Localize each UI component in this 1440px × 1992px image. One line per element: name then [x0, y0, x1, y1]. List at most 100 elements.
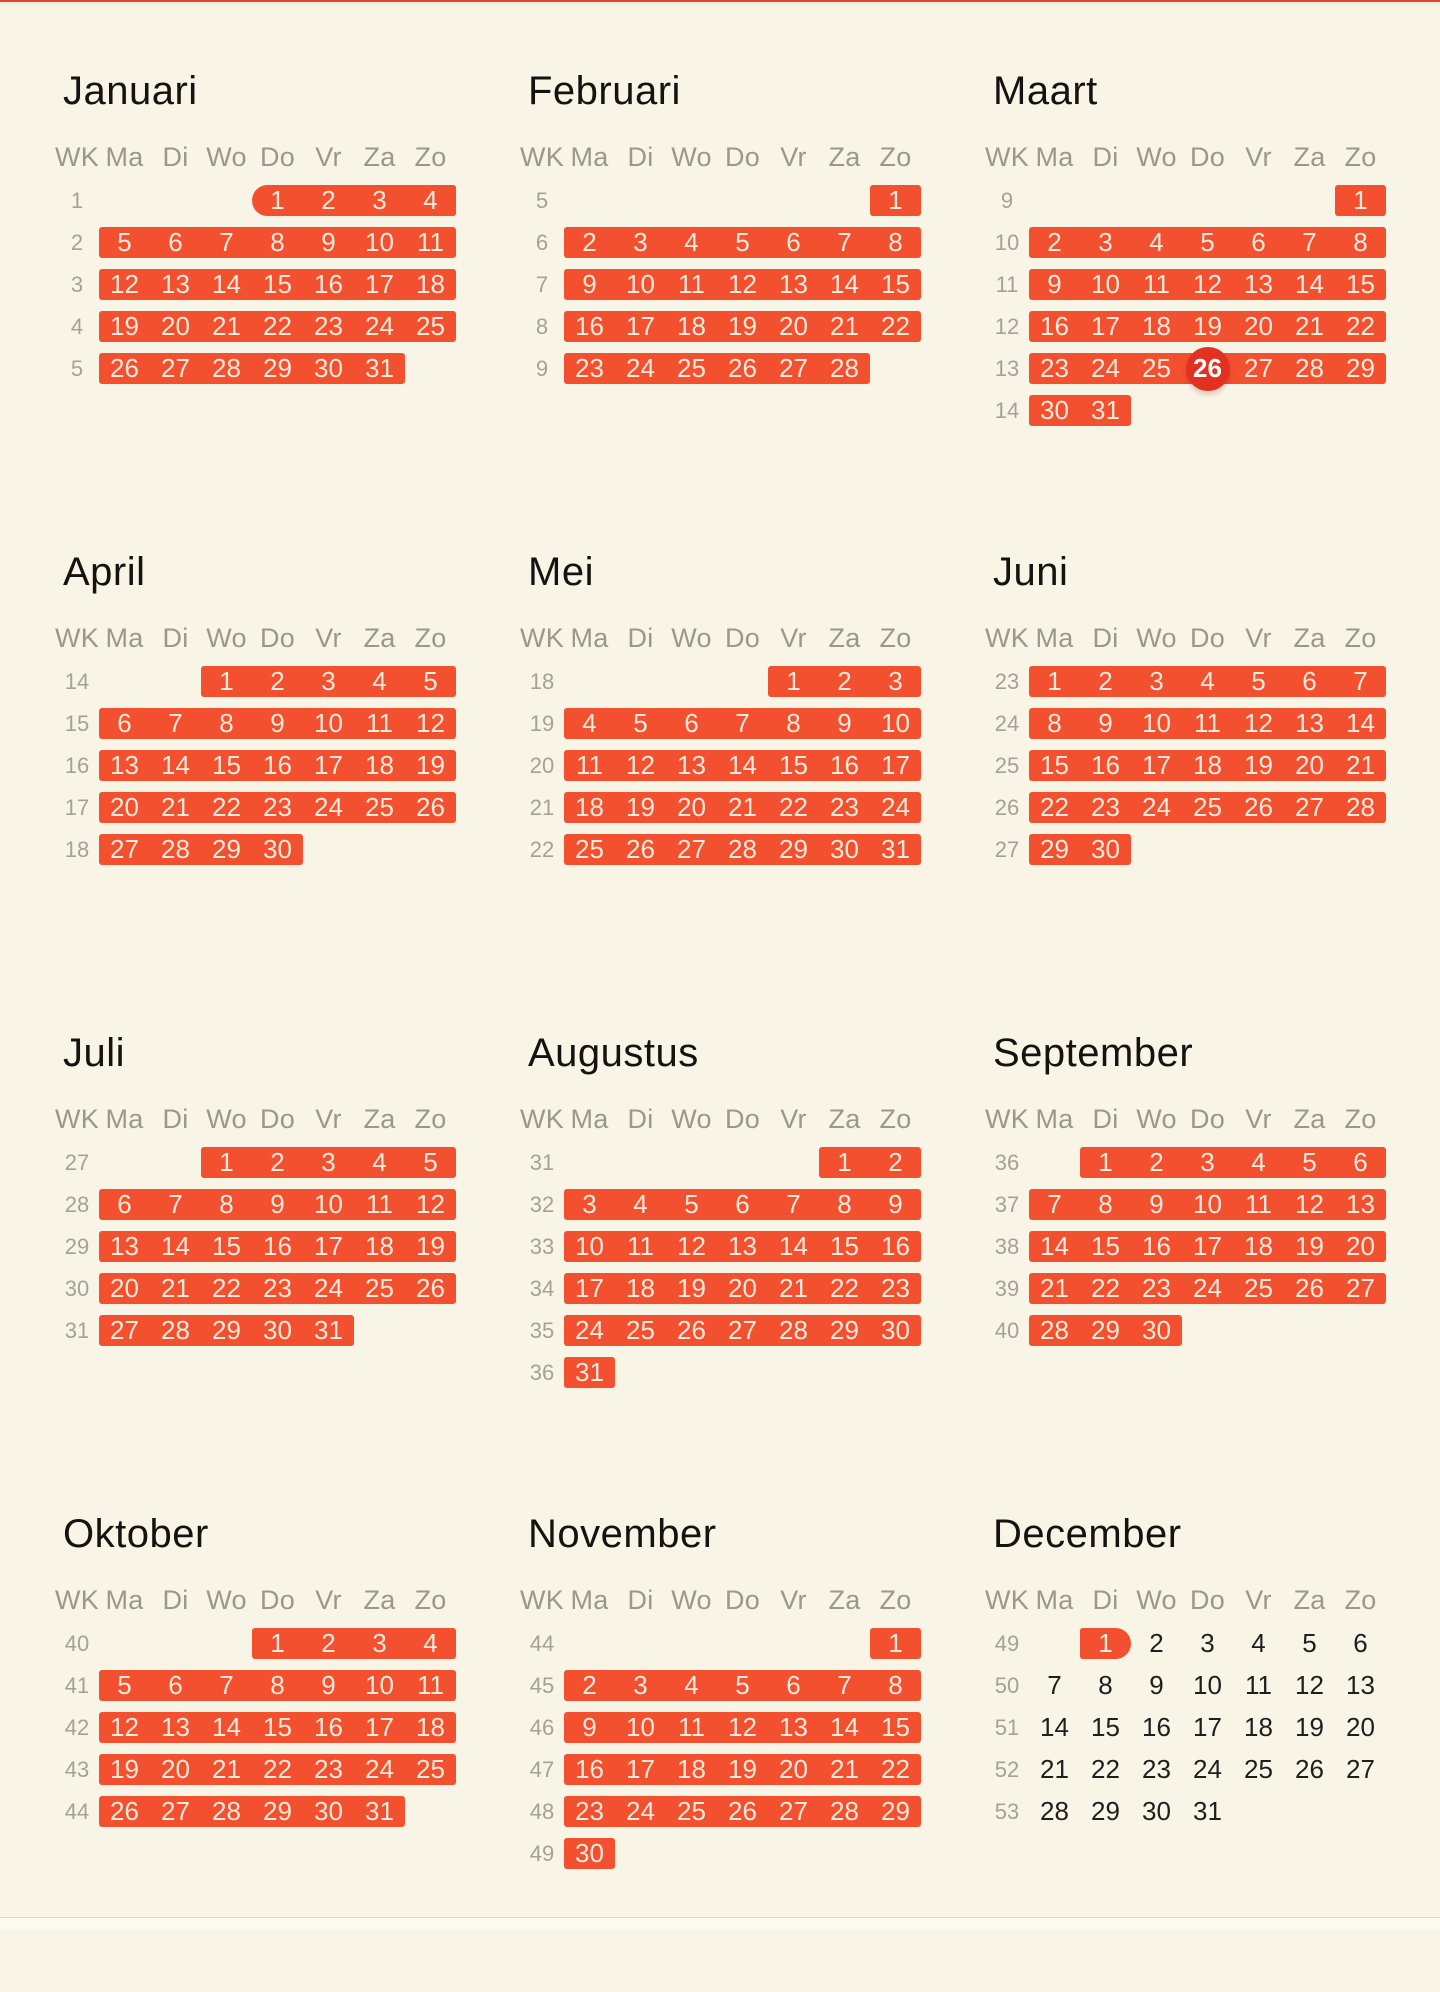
day-januari-19[interactable]: 19	[110, 311, 139, 341]
day-januari-1[interactable]: 1	[270, 185, 285, 215]
day-november-7[interactable]: 7	[837, 1670, 852, 1700]
day-mei-2[interactable]: 2	[837, 666, 852, 696]
day-juli-26[interactable]: 26	[416, 1273, 445, 1303]
day-mei-27[interactable]: 27	[677, 834, 706, 864]
day-maart-12[interactable]: 12	[1193, 269, 1222, 299]
day-februari-21[interactable]: 21	[830, 311, 859, 341]
day-januari-8[interactable]: 8	[270, 227, 285, 257]
day-januari-20[interactable]: 20	[161, 311, 190, 341]
day-juni-10[interactable]: 10	[1142, 708, 1171, 738]
day-maart-29[interactable]: 29	[1346, 353, 1375, 383]
day-november-1[interactable]: 1	[888, 1628, 903, 1658]
day-juni-3[interactable]: 3	[1149, 666, 1164, 696]
day-augustus-25[interactable]: 25	[626, 1315, 655, 1345]
day-augustus-7[interactable]: 7	[786, 1189, 801, 1219]
day-maart-4[interactable]: 4	[1149, 227, 1164, 257]
day-januari-24[interactable]: 24	[365, 311, 394, 341]
day-mei-1[interactable]: 1	[786, 666, 801, 696]
day-april-11[interactable]: 11	[366, 708, 393, 738]
day-december-1[interactable]: 1	[1098, 1628, 1113, 1658]
day-maart-23[interactable]: 23	[1040, 353, 1069, 383]
day-december-2[interactable]: 2	[1149, 1628, 1164, 1658]
day-oktober-24[interactable]: 24	[365, 1754, 394, 1784]
day-juni-19[interactable]: 19	[1244, 750, 1273, 780]
day-juli-17[interactable]: 17	[314, 1231, 343, 1261]
day-december-17[interactable]: 17	[1193, 1712, 1222, 1742]
day-juli-22[interactable]: 22	[212, 1273, 241, 1303]
day-juli-4[interactable]: 4	[372, 1147, 387, 1177]
day-december-22[interactable]: 22	[1091, 1754, 1120, 1784]
day-december-24[interactable]: 24	[1193, 1754, 1222, 1784]
day-november-11[interactable]: 11	[678, 1712, 705, 1742]
day-mei-29[interactable]: 29	[779, 834, 808, 864]
day-mei-23[interactable]: 23	[830, 792, 859, 822]
day-juli-27[interactable]: 27	[110, 1315, 139, 1345]
day-augustus-19[interactable]: 19	[677, 1273, 706, 1303]
day-april-9[interactable]: 9	[270, 708, 285, 738]
day-oktober-23[interactable]: 23	[314, 1754, 343, 1784]
day-september-14[interactable]: 14	[1040, 1231, 1069, 1261]
day-juli-7[interactable]: 7	[168, 1189, 183, 1219]
day-maart-30[interactable]: 30	[1040, 395, 1069, 425]
day-augustus-4[interactable]: 4	[633, 1189, 648, 1219]
day-mei-30[interactable]: 30	[830, 834, 859, 864]
day-april-17[interactable]: 17	[314, 750, 343, 780]
day-december-3[interactable]: 3	[1200, 1628, 1215, 1658]
day-november-28[interactable]: 28	[830, 1796, 859, 1826]
day-november-27[interactable]: 27	[779, 1796, 808, 1826]
day-december-15[interactable]: 15	[1091, 1712, 1120, 1742]
day-november-23[interactable]: 23	[575, 1796, 604, 1826]
day-november-13[interactable]: 13	[779, 1712, 808, 1742]
day-juni-25[interactable]: 25	[1193, 792, 1222, 822]
day-juni-9[interactable]: 9	[1098, 708, 1113, 738]
day-september-22[interactable]: 22	[1091, 1273, 1120, 1303]
day-juni-11[interactable]: 11	[1194, 708, 1221, 738]
day-september-3[interactable]: 3	[1200, 1147, 1215, 1177]
day-april-23[interactable]: 23	[263, 792, 292, 822]
day-september-18[interactable]: 18	[1244, 1231, 1273, 1261]
day-april-25[interactable]: 25	[365, 792, 394, 822]
day-januari-29[interactable]: 29	[263, 353, 292, 383]
day-augustus-18[interactable]: 18	[626, 1273, 655, 1303]
day-januari-3[interactable]: 3	[372, 185, 387, 215]
day-augustus-8[interactable]: 8	[837, 1189, 852, 1219]
day-april-19[interactable]: 19	[416, 750, 445, 780]
day-oktober-27[interactable]: 27	[161, 1796, 190, 1826]
day-oktober-4[interactable]: 4	[423, 1628, 438, 1658]
day-december-25[interactable]: 25	[1244, 1754, 1273, 1784]
day-februari-6[interactable]: 6	[786, 227, 801, 257]
day-januari-7[interactable]: 7	[219, 227, 234, 257]
day-juli-1[interactable]: 1	[219, 1147, 234, 1177]
day-april-3[interactable]: 3	[321, 666, 336, 696]
day-april-24[interactable]: 24	[314, 792, 343, 822]
day-september-15[interactable]: 15	[1091, 1231, 1120, 1261]
day-juni-4[interactable]: 4	[1200, 666, 1215, 696]
day-maart-11[interactable]: 11	[1143, 269, 1170, 299]
day-augustus-5[interactable]: 5	[684, 1189, 699, 1219]
day-februari-26[interactable]: 26	[728, 353, 757, 383]
day-september-29[interactable]: 29	[1091, 1315, 1120, 1345]
day-maart-17[interactable]: 17	[1091, 311, 1120, 341]
day-mei-8[interactable]: 8	[786, 708, 801, 738]
day-januari-6[interactable]: 6	[168, 227, 183, 257]
day-oktober-30[interactable]: 30	[314, 1796, 343, 1826]
day-april-18[interactable]: 18	[365, 750, 394, 780]
day-december-14[interactable]: 14	[1040, 1712, 1069, 1742]
day-september-11[interactable]: 11	[1245, 1189, 1272, 1219]
day-maart-21[interactable]: 21	[1295, 311, 1324, 341]
day-december-4[interactable]: 4	[1251, 1628, 1266, 1658]
day-mei-5[interactable]: 5	[633, 708, 648, 738]
day-september-17[interactable]: 17	[1193, 1231, 1222, 1261]
day-juli-24[interactable]: 24	[314, 1273, 343, 1303]
day-februari-23[interactable]: 23	[575, 353, 604, 383]
day-oktober-19[interactable]: 19	[110, 1754, 139, 1784]
day-mei-9[interactable]: 9	[837, 708, 852, 738]
day-juni-2[interactable]: 2	[1098, 666, 1113, 696]
day-oktober-9[interactable]: 9	[321, 1670, 336, 1700]
day-oktober-6[interactable]: 6	[168, 1670, 183, 1700]
day-maart-25[interactable]: 25	[1142, 353, 1171, 383]
day-september-4[interactable]: 4	[1251, 1147, 1266, 1177]
day-april-16[interactable]: 16	[263, 750, 292, 780]
day-september-30[interactable]: 30	[1142, 1315, 1171, 1345]
day-september-27[interactable]: 27	[1346, 1273, 1375, 1303]
